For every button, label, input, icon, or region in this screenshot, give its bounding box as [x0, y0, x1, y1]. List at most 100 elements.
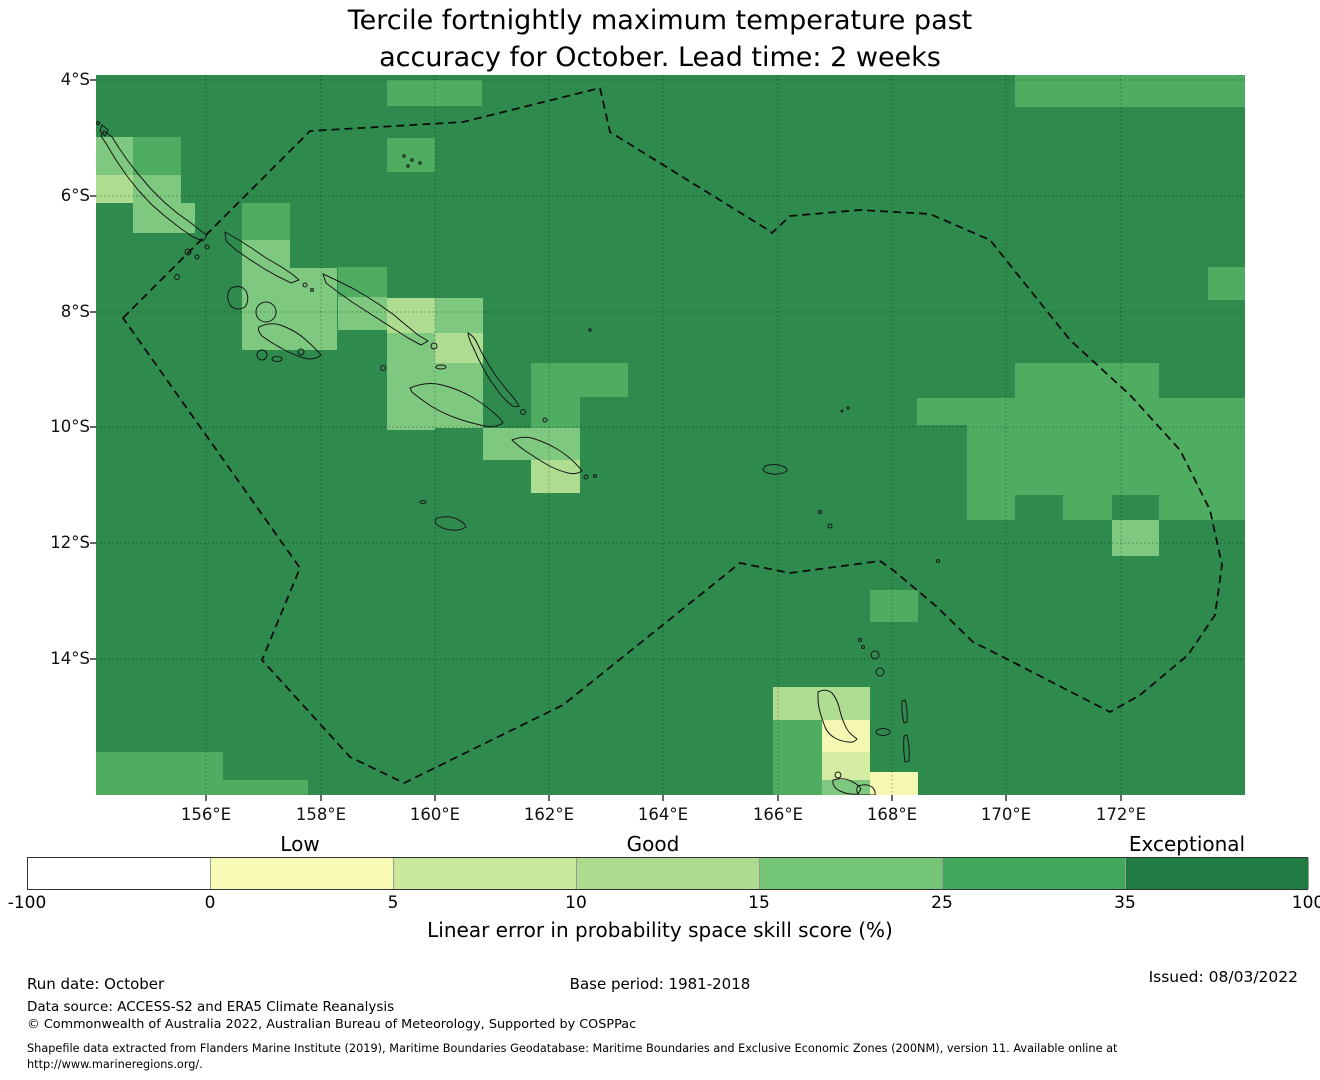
map-cell — [1015, 495, 1063, 520]
colorbar-segment — [28, 858, 211, 889]
map-cell — [387, 333, 435, 430]
island-coastline — [832, 778, 862, 795]
island-coastline — [435, 364, 447, 370]
colorbar — [27, 857, 1309, 890]
colorbar-segment — [760, 858, 943, 889]
island-coastline — [434, 516, 467, 531]
island-coastline — [99, 124, 109, 137]
island-coastline — [903, 734, 910, 763]
y-axis-tick-label: 10°S — [50, 417, 90, 436]
island-coastline — [174, 274, 180, 280]
island-coastline — [520, 409, 526, 415]
island-coastline — [310, 288, 314, 292]
colorbar-segment — [211, 858, 394, 889]
y-axis-tick-label: 14°S — [50, 649, 90, 668]
island-coastline — [762, 464, 788, 475]
map-cell — [822, 780, 870, 795]
island-coastline — [875, 667, 885, 677]
map-cell — [1208, 267, 1245, 300]
map-cell — [531, 460, 580, 493]
shapefile-note-line2: http://www.marineregions.org/. — [27, 1058, 203, 1071]
chart-title-line2: accuracy for October. Lead time: 2 weeks — [379, 42, 941, 73]
island-coastline — [406, 164, 410, 168]
map-cell — [387, 138, 435, 172]
map-cell — [387, 80, 435, 106]
colorbar-quality-label: Exceptional — [1128, 832, 1246, 856]
x-axis-tick-label: 158°E — [295, 805, 347, 824]
island-coastline — [419, 500, 427, 504]
map-cell — [435, 80, 482, 106]
map-cell — [773, 687, 870, 720]
x-axis-tick-label: 166°E — [752, 805, 804, 824]
map-cell — [870, 590, 918, 622]
map-cell — [338, 297, 387, 330]
island-coastline — [858, 638, 862, 642]
x-axis-tick-label: 156°E — [180, 805, 232, 824]
colorbar-tick-label: 5 — [387, 893, 399, 913]
map-canvas — [90, 75, 1245, 801]
map-cell — [1015, 363, 1159, 398]
map-cell — [96, 752, 223, 795]
map-cell — [1112, 520, 1159, 556]
island-coastline — [936, 559, 940, 563]
island-coastline — [100, 130, 208, 242]
map-cell — [967, 425, 1245, 520]
island-coastline — [846, 406, 850, 410]
y-axis-tick-label: 4°S — [60, 70, 90, 89]
map-cell — [96, 137, 133, 175]
map-cell — [1015, 75, 1245, 107]
y-axis-tick-label: 8°S — [60, 302, 90, 321]
island-coastline — [410, 158, 414, 162]
map-cell — [223, 780, 308, 795]
map-cell — [531, 363, 628, 397]
map-cell — [822, 720, 870, 752]
island-coastline — [257, 323, 322, 360]
island-coastline — [827, 523, 833, 529]
colorbar-tick-label: 10 — [565, 893, 587, 913]
colorbar-tick-label: 15 — [748, 893, 770, 913]
island-coastline — [818, 510, 822, 514]
map-cell — [133, 175, 181, 203]
colorbar-quality-label: Low — [280, 832, 320, 856]
island-coastline — [227, 286, 249, 310]
x-axis-tick-label: 160°E — [409, 805, 461, 824]
map-cell — [242, 203, 290, 240]
chart-title-line1: Tercile fortnightly maximum temperature … — [347, 5, 973, 36]
shapefile-note-line1: Shapefile data extracted from Flanders M… — [27, 1042, 1118, 1055]
island-coastline — [256, 349, 268, 361]
map-cell — [822, 752, 870, 780]
island-coastline — [409, 383, 504, 428]
island-coastline — [204, 244, 210, 250]
colorbar-quality-label: Good — [626, 832, 680, 856]
island-coastline — [834, 771, 842, 779]
x-axis-tick-label: 162°E — [523, 805, 575, 824]
map-cell — [338, 267, 387, 297]
map-cell — [870, 772, 918, 795]
island-coastline — [322, 273, 429, 346]
map-cell — [1112, 495, 1159, 520]
colorbar-tick-label: 25 — [931, 893, 953, 913]
map-cell — [531, 397, 580, 428]
y-axis-tick-label: 12°S — [50, 533, 90, 552]
island-coastline — [870, 650, 880, 660]
map-cell — [290, 268, 337, 297]
y-axis-tick-label: 6°S — [60, 186, 90, 205]
data-source-text: Data source: ACCESS-S2 and ERA5 Climate … — [27, 999, 395, 1015]
map-cell — [133, 137, 181, 175]
map-cell — [435, 333, 483, 363]
map-cell — [917, 398, 1245, 425]
island-coastline — [418, 161, 422, 165]
colorbar-tick-label: 35 — [1114, 893, 1136, 913]
map-cell — [96, 175, 133, 203]
x-axis-tick-label: 170°E — [980, 805, 1032, 824]
map-cell — [435, 298, 483, 333]
issued-text: Issued: 08/03/2022 — [1148, 968, 1298, 986]
island-coastline — [856, 784, 876, 795]
colorbar-tick-label: 0 — [204, 893, 216, 913]
colorbar-segment — [943, 858, 1126, 889]
island-coastline — [511, 436, 583, 475]
colorbar-segment — [394, 858, 577, 889]
eez-boundary — [121, 86, 1223, 785]
colorbar-tick-label: 100 — [1291, 893, 1320, 913]
copyright-text: © Commonwealth of Australia 2022, Austra… — [27, 1017, 637, 1032]
